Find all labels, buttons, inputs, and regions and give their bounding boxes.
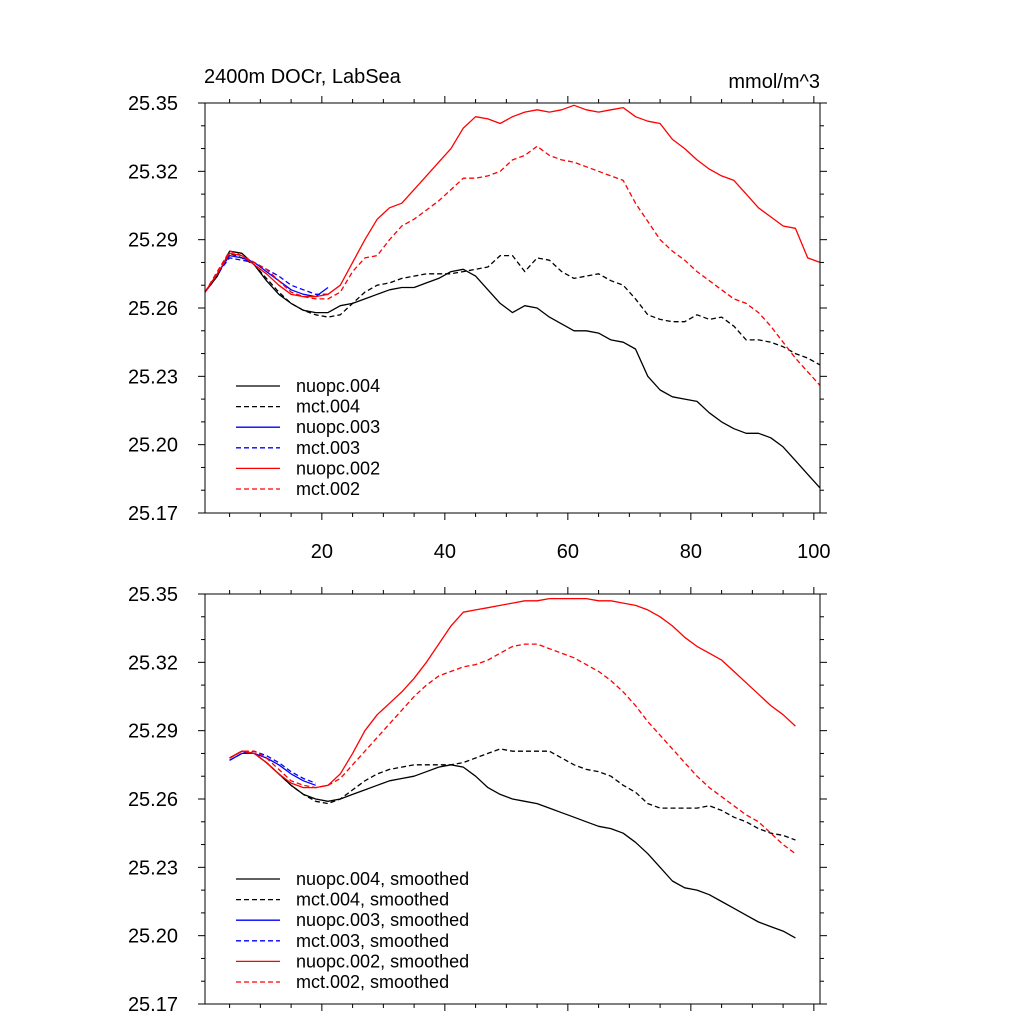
series-line-nuopc-003-smoothed <box>229 752 316 786</box>
legend-label: mct.004, smoothed <box>296 890 449 910</box>
bottom-panel-ticks: 25.17 25.20 25.23 25.26 25.29 25.32 25.35 <box>128 584 827 1016</box>
y-tick-label: 25.35 <box>128 584 178 606</box>
series-line-mct-002-smoothed <box>229 643 796 855</box>
bottom-panel: 25.17 25.20 25.23 25.26 25.29 25.32 25.35 nuop… <box>128 584 827 1016</box>
bottom-panel-frame <box>204 593 821 1005</box>
legend-label: nuopc.004 <box>296 376 380 396</box>
x-tick-label: 40 <box>434 541 456 563</box>
top-panel-lines <box>204 104 821 489</box>
x-tick-label: 80 <box>680 541 702 563</box>
bottom-panel-lines <box>229 597 796 939</box>
legend-label: mct.004 <box>296 397 360 417</box>
y-tick-label: 25.29 <box>128 230 178 252</box>
series-line-mct-004-smoothed <box>229 748 796 841</box>
y-tick-label: 25.26 <box>128 789 178 811</box>
legend-label: mct.003 <box>296 438 360 458</box>
series-line-nuopc-003 <box>204 254 329 298</box>
top-panel-ticks: 25.17 25.20 25.23 25.26 25.29 25.32 25.35 20 40 6… <box>128 93 831 563</box>
y-tick-label: 25.23 <box>128 366 178 388</box>
y-tick-label: 25.20 <box>128 926 178 948</box>
legend-label: nuopc.002, smoothed <box>296 951 469 971</box>
series-line-nuopc-002-smoothed <box>229 597 796 789</box>
legend-label: mct.002, smoothed <box>296 972 449 992</box>
series-line-mct-003-smoothed <box>229 750 316 784</box>
y-tick-label: 25.20 <box>128 435 178 457</box>
series-line-nuopc-002 <box>204 104 821 298</box>
y-tick-label: 25.29 <box>128 721 178 743</box>
y-tick-label: 25.32 <box>128 652 178 674</box>
top-panel-frame <box>204 102 821 514</box>
y-tick-label: 25.23 <box>128 857 178 879</box>
y-tick-label: 25.17 <box>128 503 178 525</box>
y-tick-label: 25.26 <box>128 298 178 320</box>
series-line-mct-004 <box>204 252 821 366</box>
chart-title: 2400m DOCr, LabSea <box>204 66 402 88</box>
legend-label: mct.002 <box>296 479 360 499</box>
legend-label: nuopc.004, smoothed <box>296 869 469 889</box>
series-line-mct-002 <box>204 145 821 386</box>
series-line-nuopc-004 <box>204 250 821 489</box>
units-label: mmol/m^3 <box>728 71 820 93</box>
legend-label: nuopc.003, smoothed <box>296 910 469 930</box>
y-tick-label: 25.17 <box>128 994 178 1016</box>
legend-label: nuopc.002 <box>296 458 380 478</box>
y-tick-label: 25.32 <box>128 161 178 183</box>
top-panel: 2400m DOCr, LabSea mmol/m^3 25.1725.2025… <box>128 66 831 563</box>
x-tick-label: 20 <box>311 541 333 563</box>
legend-label: mct.003, smoothed <box>296 931 449 951</box>
y-tick-label: 25.35 <box>128 93 178 115</box>
legend-label: nuopc.003 <box>296 417 380 437</box>
series-line-nuopc-004-smoothed <box>229 750 796 939</box>
x-tick-label: 100 <box>797 541 830 563</box>
x-tick-label: 60 <box>557 541 579 563</box>
top-panel-legend: nuopc.004mct.004nuopc.003mct.003nuopc.00… <box>236 376 380 499</box>
